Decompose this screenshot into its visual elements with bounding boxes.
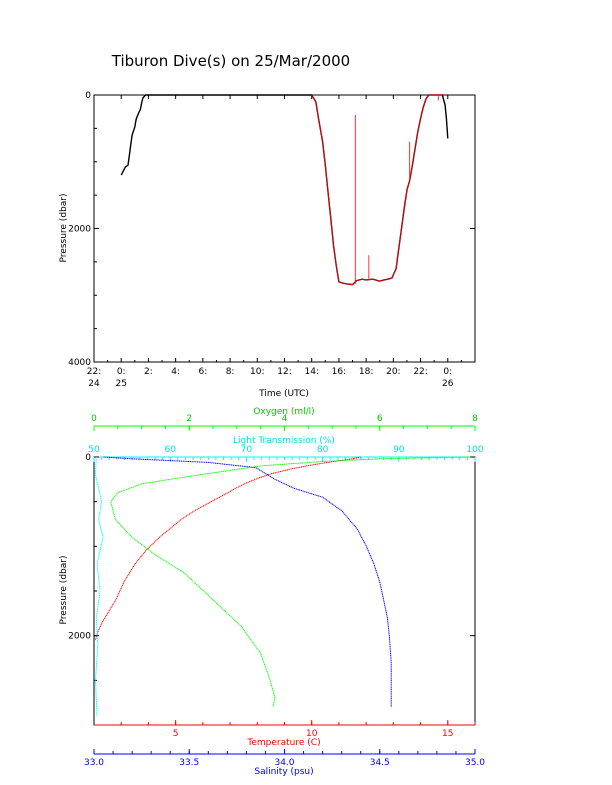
oxygen-tick-label: 0 bbox=[91, 414, 97, 424]
time-pressure-plot: 22: 24 0: 25 2: 4: 6: 8: 10: 12: 14: 16: 18: 20: 22: 0:… bbox=[59, 91, 476, 399]
transmission-axis-label: Light Transmission (%) bbox=[233, 436, 335, 446]
top-x-tick-label: 16: bbox=[332, 367, 346, 377]
salinity-profile bbox=[103, 456, 392, 708]
top-x-tick-label: 0: bbox=[443, 367, 452, 377]
transmission-tick-label: 50 bbox=[88, 445, 100, 455]
pressure-trace-0 bbox=[120, 94, 449, 286]
salinity-tick-label: 35.0 bbox=[465, 758, 485, 768]
transmission-tick-label: 90 bbox=[393, 445, 405, 455]
transmission-tick-label: 60 bbox=[164, 445, 176, 455]
top-y-axis-label: Pressure (dbar) bbox=[59, 194, 69, 263]
top-y-tick-label: 4000 bbox=[68, 358, 91, 368]
salinity-tick-label: 34.5 bbox=[370, 758, 390, 768]
top-x-tick-label: 10: bbox=[250, 367, 264, 377]
oxygen-tick-label: 2 bbox=[186, 414, 192, 424]
transmission-tick-label: 80 bbox=[317, 445, 329, 455]
chart-title: Tiburon Dive(s) on 25/Mar/2000 bbox=[111, 52, 350, 70]
oxygen-axis-label: Oxygen (ml/l) bbox=[253, 407, 314, 417]
top-x-tick-label: 22: bbox=[413, 367, 427, 377]
top-x-tick-label: 18: bbox=[359, 367, 373, 377]
top-x-tick-date-label: 24 bbox=[88, 379, 100, 389]
bottom-plot-frame bbox=[93, 456, 476, 726]
temperature-tick-label: 5 bbox=[173, 729, 179, 739]
top-x-tick-label: 2: bbox=[144, 367, 153, 377]
top-y-tick-label: 0 bbox=[85, 91, 91, 101]
top-x-axis-label: Time (UTC) bbox=[258, 389, 309, 399]
bottom-y-tick-label: 2000 bbox=[68, 632, 91, 642]
top-x-tick-label: 22: bbox=[87, 367, 101, 377]
temperature-axis-label: Temperature (C) bbox=[246, 738, 320, 748]
oxygen-tick-label: 6 bbox=[377, 414, 383, 424]
salinity-tick-label: 33.5 bbox=[179, 758, 199, 768]
oxygen-tick-label: 4 bbox=[282, 414, 288, 424]
top-x-tick-label: 12: bbox=[277, 367, 291, 377]
bottom-y-axis-label: Pressure (dbar) bbox=[59, 556, 69, 625]
top-x-tick-label: 6: bbox=[198, 367, 207, 377]
salinity-tick-label: 33.0 bbox=[84, 758, 104, 768]
top-x-tick-date-label: 26 bbox=[442, 379, 454, 389]
top-x-tick-label: 4: bbox=[171, 367, 180, 377]
oxygen-profile bbox=[110, 456, 471, 708]
top-x-tick-label: 8: bbox=[226, 367, 235, 377]
salinity-axis-label: Salinity (psu) bbox=[254, 767, 313, 777]
transmission-tick-label: 70 bbox=[241, 445, 253, 455]
pressure-trace-1 bbox=[311, 94, 443, 286]
top-x-tick-label: 14: bbox=[304, 367, 318, 377]
salinity-tick-label: 34.0 bbox=[274, 758, 294, 768]
profile-plot: 0 2 4 6 8 50 60 70 80 90 100 5 10 15 33.0 33.5 34.0 34.5 3… bbox=[59, 407, 485, 777]
oxygen-tick-label: 8 bbox=[472, 414, 478, 424]
top-x-tick-label: 0: bbox=[117, 367, 126, 377]
temperature-profile bbox=[94, 456, 361, 641]
top-y-tick-label: 2000 bbox=[68, 225, 91, 235]
temperature-tick-label: 10 bbox=[306, 729, 318, 739]
bottom-y-tick-label: 0 bbox=[85, 453, 91, 463]
temperature-tick-label: 15 bbox=[442, 729, 453, 739]
top-x-tick-label: 20: bbox=[386, 367, 400, 377]
top-x-tick-date-label: 25 bbox=[115, 379, 126, 389]
transmission-profile bbox=[94, 456, 104, 717]
transmission-tick-label: 100 bbox=[466, 445, 483, 455]
